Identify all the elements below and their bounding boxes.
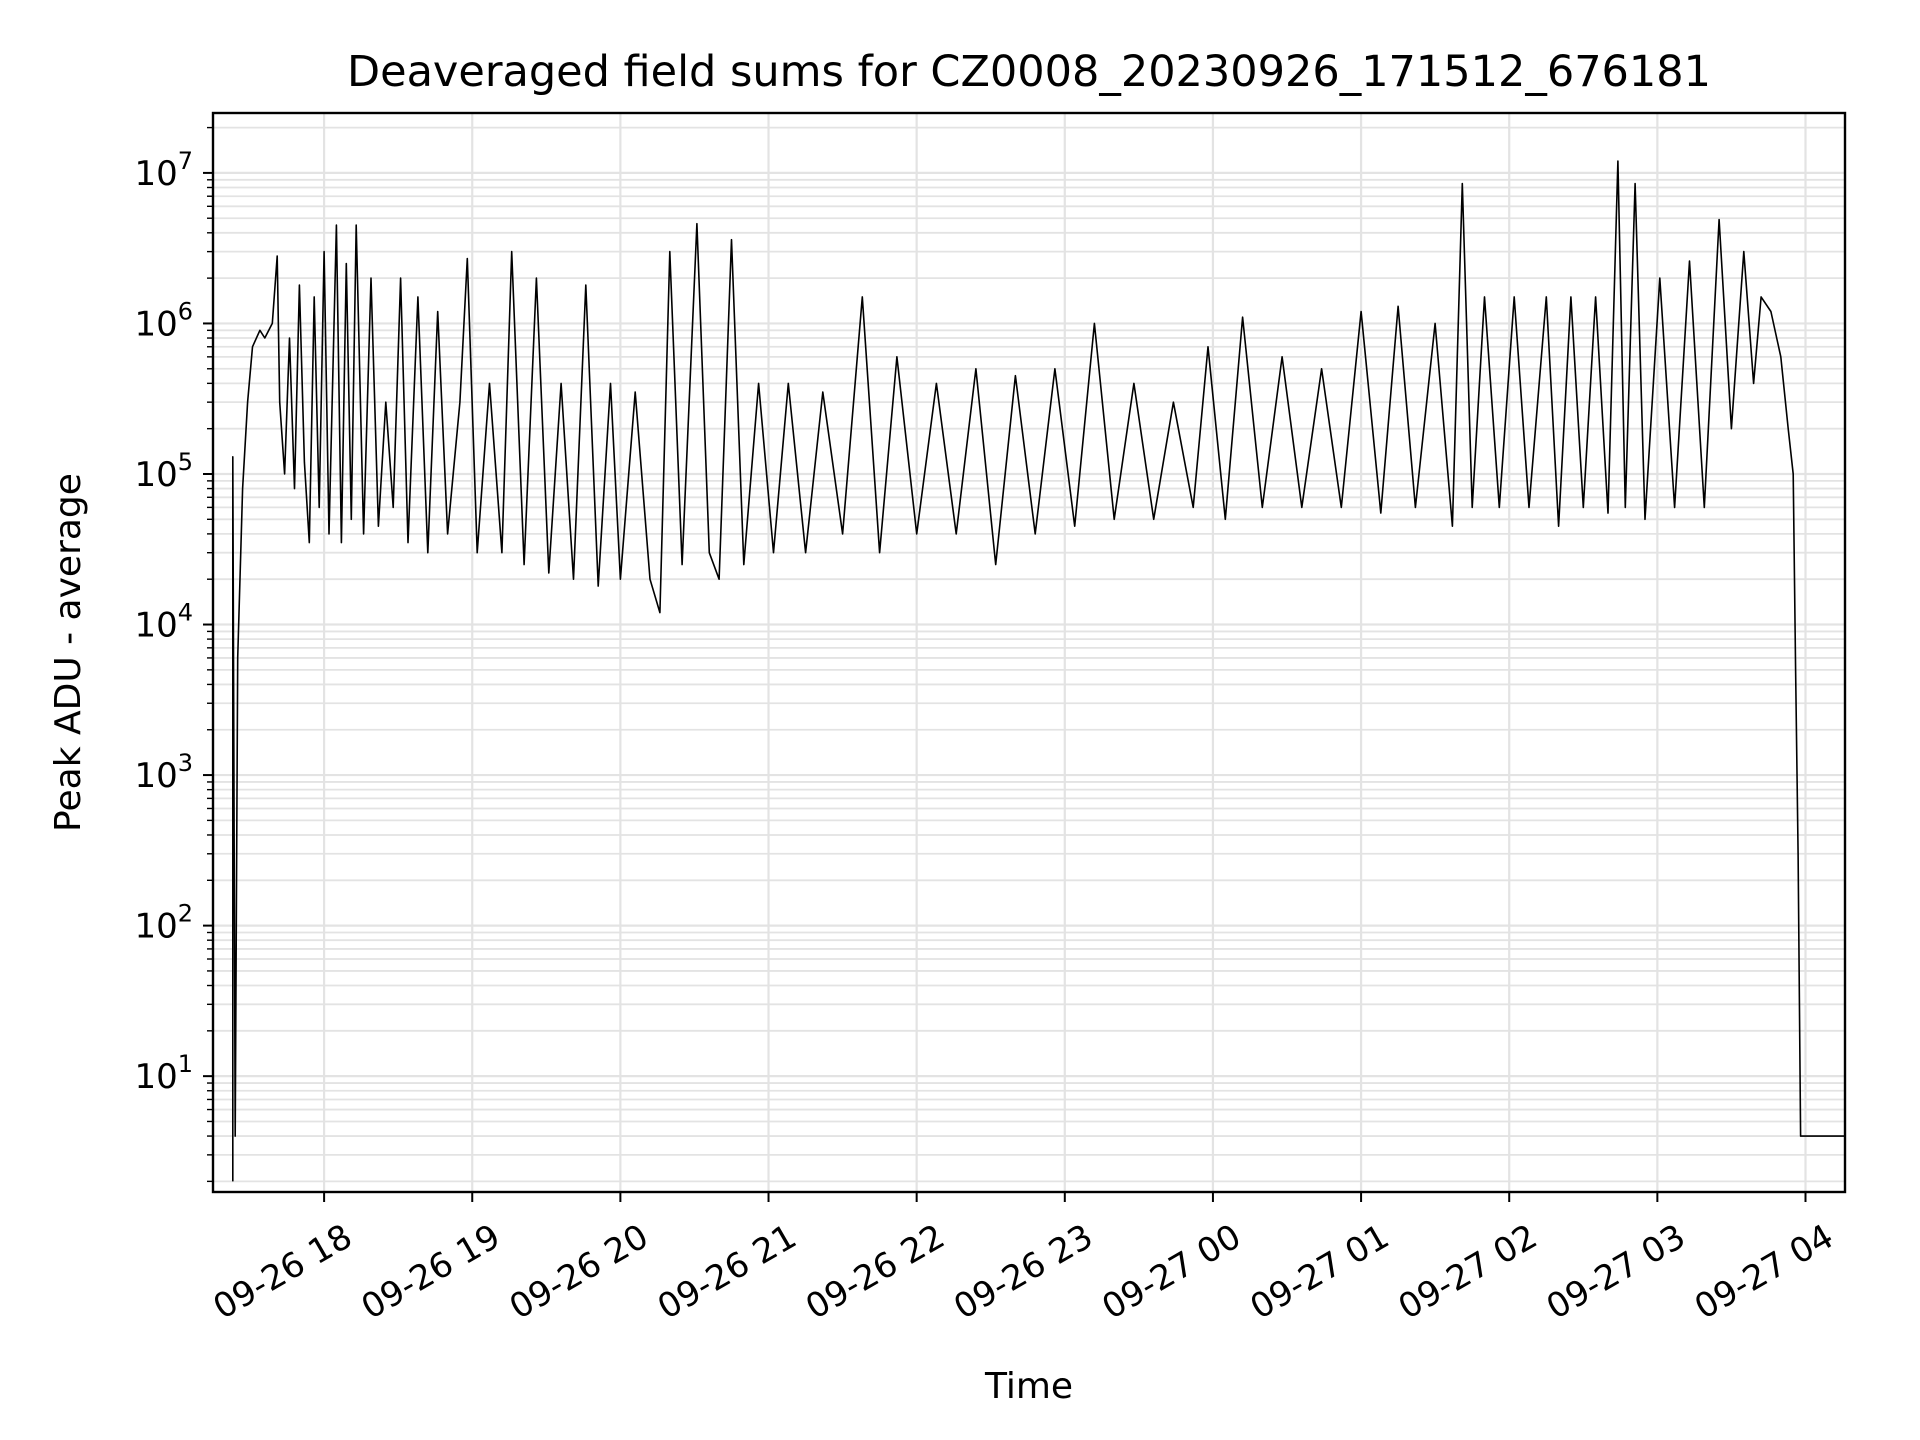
series-layer [232,160,1845,1182]
y-tick-label: 107 [134,147,193,194]
y-tick-label: 102 [134,900,193,947]
plot-frame [211,111,1847,1194]
chart-title: Deaveraged field sums for CZ0008_2023092… [347,47,1711,97]
y-axis-label: Peak ADU - average [48,473,89,832]
series-line [232,160,1845,1182]
y-tick-label: 101 [134,1050,193,1097]
y-tick-label: 103 [134,749,193,796]
y-tick-label: 105 [134,448,193,495]
grid-layer [213,113,1845,1192]
x-axis-label: Time [984,1366,1073,1407]
y-tick-label: 104 [134,599,193,646]
y-tick-label: 106 [134,297,193,344]
